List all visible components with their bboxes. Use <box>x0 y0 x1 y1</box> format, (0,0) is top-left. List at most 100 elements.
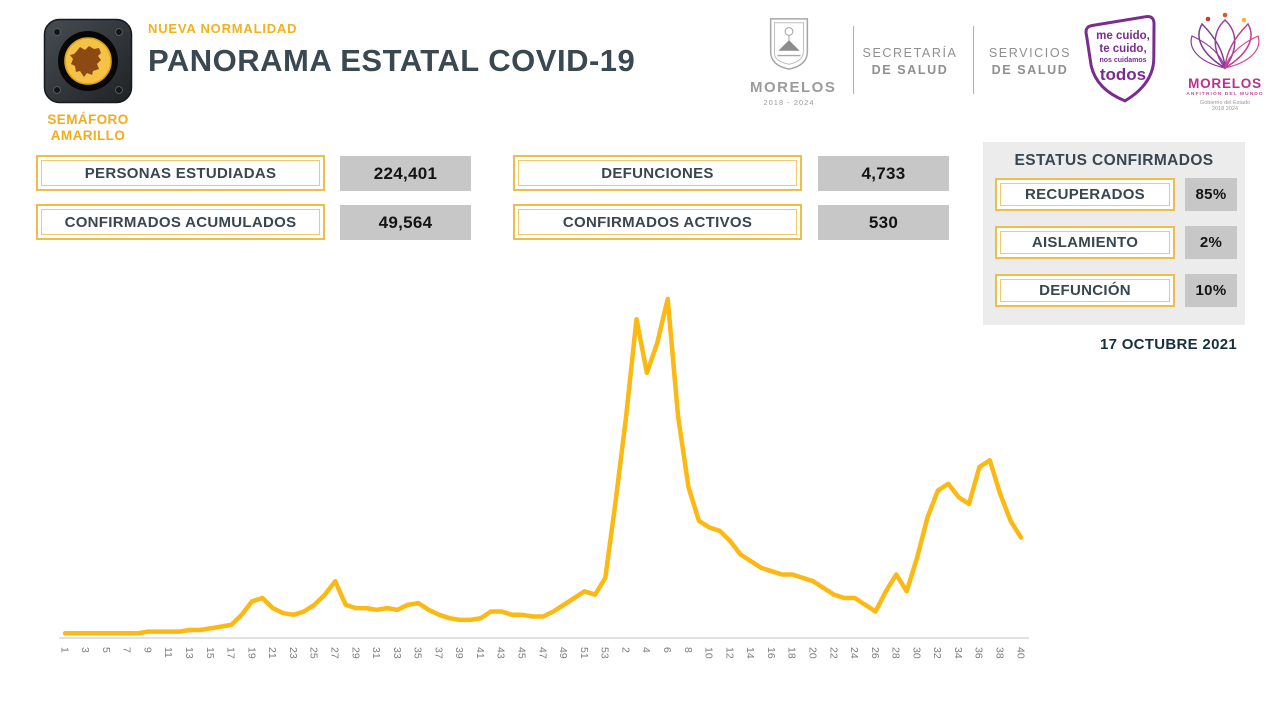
stat-label-personas-estudiadas: PERSONAS ESTUDIADAS <box>36 155 325 191</box>
me-cuido-line3: nos cuidamos <box>1099 56 1147 64</box>
x-tick-label: 12 <box>723 647 735 659</box>
x-tick-label: 16 <box>765 647 777 659</box>
weekly-cases-chart: 1 3 5 7 9 11 13 15 17 19 21 23 25 27 29 31 33 35 37 39 41 43 4… <box>57 291 1032 691</box>
x-tick-label: 1 <box>58 647 70 653</box>
coat-name: MORELOS <box>750 79 837 96</box>
supertitle: NUEVA NORMALIDAD <box>148 21 298 36</box>
servicios-line1: SERVICIOS <box>988 46 1072 60</box>
coat-of-arms-icon <box>769 18 809 70</box>
shield-icon <box>1084 14 1156 103</box>
secretaria-salud-logo: SECRETARÍA DE SALUD <box>862 46 958 77</box>
x-tick-label: 35 <box>412 647 424 659</box>
x-tick-label: 17 <box>225 647 237 659</box>
title-block: NUEVA NORMALIDAD PANORAMA ESTATAL COVID-… <box>148 21 635 79</box>
morelos-brand-logo: MORELOS ANFITRIÓN DEL MUNDO Gobierno del… <box>1182 12 1268 112</box>
stat-label-text: CONFIRMADOS ACUMULADOS <box>64 213 297 231</box>
x-tick-label: 9 <box>141 647 153 653</box>
x-tick-label: 29 <box>349 647 361 659</box>
status-label-text: RECUPERADOS <box>1025 186 1145 203</box>
x-tick-label: 31 <box>370 647 382 659</box>
stat-value-confirmados-acumulados: 49,564 <box>340 205 471 240</box>
x-tick-label: 21 <box>266 647 278 659</box>
x-tick-label: 37 <box>432 647 444 659</box>
x-tick-label: 27 <box>329 647 341 659</box>
x-tick-label: 26 <box>869 647 881 659</box>
logo-divider <box>853 26 854 94</box>
traffic-light-icon <box>43 18 133 104</box>
report-date: 17 OCTUBRE 2021 <box>1099 336 1237 353</box>
logo-divider <box>973 26 974 94</box>
x-tick-label: 4 <box>640 647 652 653</box>
status-value-defuncion: 10% <box>1185 274 1237 307</box>
x-tick-label: 49 <box>557 647 569 659</box>
brand-years: 2018 2024 <box>1212 106 1238 112</box>
x-tick-label: 34 <box>952 647 964 659</box>
x-tick-label: 7 <box>121 647 133 653</box>
lotus-flower-icon <box>1190 12 1260 70</box>
coat-of-arms-block: MORELOS 2018 - 2024 <box>750 16 837 107</box>
me-cuido-text: me cuido, te cuido, nos cuidamos todos <box>1086 30 1160 84</box>
x-tick-label: 14 <box>744 647 756 659</box>
status-value-aislamiento: 2% <box>1185 226 1237 259</box>
stat-label-confirmados-activos: CONFIRMADOS ACTIVOS <box>513 204 802 240</box>
x-tick-label: 11 <box>162 647 174 658</box>
cases-trend-line <box>62 296 1024 636</box>
badge-line1: SEMÁFORO <box>47 112 129 127</box>
x-tick-label: 5 <box>100 647 112 653</box>
stat-value-personas-estudiadas: 224,401 <box>340 156 471 191</box>
stat-label-text: DEFUNCIONES <box>601 164 714 182</box>
stat-label-text: CONFIRMADOS ACTIVOS <box>562 213 753 231</box>
morelos-state-silhouette <box>70 46 101 77</box>
x-tick-label: 51 <box>578 647 590 659</box>
x-tick-label: 24 <box>848 647 860 659</box>
me-cuido-logo: me cuido, te cuido, nos cuidamos todos <box>1078 14 1166 110</box>
x-tick-label: 10 <box>703 647 715 659</box>
badge-line2: AMARILLO <box>50 127 126 143</box>
status-label-aislamiento: AISLAMIENTO <box>995 226 1175 259</box>
x-tick-label: 23 <box>287 647 299 659</box>
stat-label-confirmados-acumulados: CONFIRMADOS ACUMULADOS <box>36 204 325 240</box>
x-tick-label: 43 <box>495 647 507 659</box>
semaforo-badge: SEMÁFORO AMARILLO <box>36 18 140 144</box>
x-tick-label: 36 <box>973 647 985 659</box>
x-tick-label: 13 <box>183 647 195 659</box>
brand-gov: Gobierno del Estado <box>1199 100 1251 106</box>
stat-label-text: PERSONAS ESTUDIADAS <box>84 164 277 182</box>
x-tick-label: 2 <box>619 647 631 653</box>
x-tick-label: 32 <box>931 647 943 659</box>
x-tick-label: 40 <box>1014 647 1026 659</box>
stat-value-defunciones: 4,733 <box>818 156 949 191</box>
x-tick-label: 33 <box>391 647 403 659</box>
weekly-cases-line-chart: 1 3 5 7 9 11 13 15 17 19 21 23 25 27 29 31 33 35 37 39 41 43 4… <box>58 296 1029 659</box>
servicios-salud-logo: SERVICIOS DE SALUD <box>982 46 1078 77</box>
secretaria-line1: SECRETARÍA <box>862 46 958 60</box>
x-tick-label: 20 <box>807 647 819 659</box>
x-tick-label: 6 <box>661 647 673 653</box>
x-tick-label: 45 <box>516 647 528 659</box>
x-tick-label: 25 <box>308 647 320 659</box>
status-panel-title: ESTATUS CONFIRMADOS <box>1014 152 1214 169</box>
servicios-line2: DE SALUD <box>991 63 1069 77</box>
page-title: PANORAMA ESTATAL COVID-19 <box>148 43 636 78</box>
x-tick-label: 30 <box>910 647 922 659</box>
status-value-recuperados: 85% <box>1185 178 1237 211</box>
status-label-defuncion: DEFUNCIÓN <box>995 274 1175 307</box>
status-label-recuperados: RECUPERADOS <box>995 178 1175 211</box>
x-tick-label: 15 <box>204 647 216 659</box>
stat-label-defunciones: DEFUNCIONES <box>513 155 802 191</box>
x-tick-label: 18 <box>786 647 798 659</box>
me-cuido-line4: todos <box>1099 64 1147 84</box>
x-tick-label: 53 <box>599 647 611 659</box>
x-tick-label: 39 <box>453 647 465 659</box>
x-tick-label: 22 <box>827 647 839 659</box>
status-label-text: AISLAMIENTO <box>1031 234 1139 251</box>
x-tick-label: 38 <box>994 647 1006 659</box>
x-tick-label: 47 <box>536 647 548 659</box>
me-cuido-line2: te cuido, <box>1099 42 1147 55</box>
x-tick-label: 8 <box>682 647 694 653</box>
brand-tagline: ANFITRIÓN DEL MUNDO <box>1186 92 1264 97</box>
status-confirmados-panel: ESTATUS CONFIRMADOS RECUPERADOS 85% AISL… <box>983 142 1245 325</box>
x-tick-label: 41 <box>474 647 486 659</box>
status-label-text: DEFUNCIÓN <box>1039 282 1131 299</box>
stat-value-confirmados-activos: 530 <box>818 205 949 240</box>
